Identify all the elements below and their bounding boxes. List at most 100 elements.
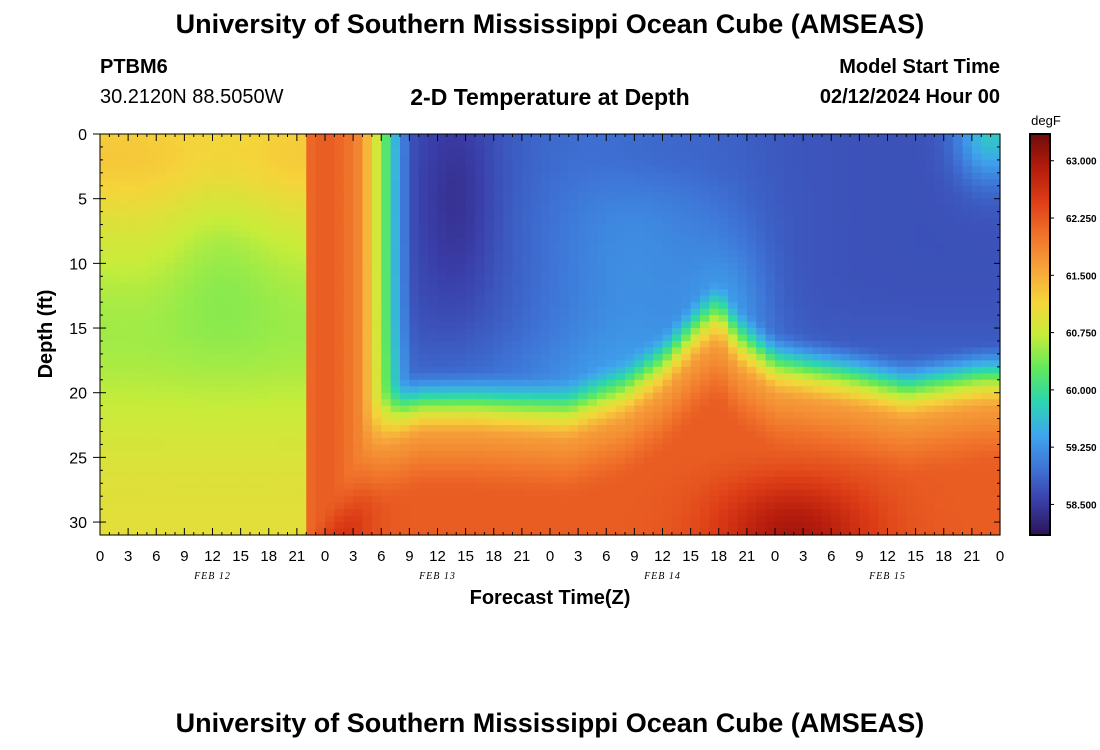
heatmap-cell <box>981 321 992 329</box>
heatmap-cell <box>503 140 514 148</box>
heatmap-cell <box>100 218 110 226</box>
heatmap-cell <box>775 224 785 232</box>
heatmap-cell <box>540 276 551 284</box>
heatmap-cell <box>325 289 335 297</box>
heatmap-cell <box>465 166 476 174</box>
heatmap-cell <box>521 276 532 284</box>
heatmap-cell <box>550 237 560 245</box>
heatmap-cell <box>681 289 692 297</box>
heatmap-cell <box>981 269 992 277</box>
heatmap-cell <box>953 373 964 381</box>
heatmap-cell <box>859 392 870 400</box>
heatmap-cell <box>578 399 589 407</box>
heatmap-cell <box>643 134 654 142</box>
heatmap-cell <box>559 166 570 174</box>
heatmap-cell <box>821 192 832 200</box>
heatmap-cell <box>690 282 701 290</box>
heatmap-cell <box>465 243 476 252</box>
heatmap-cell <box>662 431 673 439</box>
heatmap-cell <box>906 373 917 381</box>
heatmap-cell <box>943 192 954 200</box>
heatmap-cell <box>221 276 232 284</box>
heatmap-cell <box>118 269 129 277</box>
heatmap-cell <box>793 425 804 433</box>
heatmap-cell <box>165 353 176 361</box>
heatmap-cell <box>615 185 626 193</box>
heatmap-cell <box>690 146 701 155</box>
heatmap-cell <box>512 231 523 239</box>
heatmap-cell <box>821 463 832 471</box>
heatmap-cell <box>700 463 710 471</box>
heatmap-cell <box>315 256 326 264</box>
heatmap-cell <box>456 347 467 355</box>
heatmap-cell <box>925 172 935 180</box>
heatmap-cell <box>925 231 935 239</box>
heatmap-cell <box>531 405 542 413</box>
heatmap-cell <box>475 373 485 381</box>
heatmap-cell <box>287 399 298 407</box>
heatmap-cell <box>906 392 917 400</box>
heatmap-cell <box>737 328 748 336</box>
heatmap-cell <box>662 399 673 407</box>
heatmap-cell <box>784 302 795 310</box>
heatmap-cell <box>821 172 832 180</box>
heatmap-cell <box>821 185 832 193</box>
heatmap-cell <box>568 405 579 413</box>
heatmap-cell <box>437 211 448 219</box>
heatmap-cell <box>437 392 448 400</box>
heatmap-cell <box>568 295 579 303</box>
heatmap-cell <box>625 269 635 277</box>
heatmap-cell <box>784 321 795 329</box>
heatmap-cell <box>737 399 748 407</box>
heatmap-cell <box>643 308 654 316</box>
heatmap-cell <box>503 412 514 420</box>
heatmap-cell <box>306 179 317 187</box>
heatmap-cell <box>268 243 279 252</box>
heatmap-cell <box>578 282 589 290</box>
heatmap-cell <box>306 437 317 446</box>
heatmap-cell <box>887 437 898 446</box>
heatmap-cell <box>765 425 776 433</box>
heatmap-cell <box>746 386 757 394</box>
heatmap-cell <box>943 205 954 213</box>
heatmap-cell <box>156 353 167 361</box>
heatmap-cell <box>850 295 860 303</box>
heatmap-cell <box>531 172 542 180</box>
heatmap-cell <box>568 172 579 180</box>
heatmap-cell <box>643 347 654 355</box>
heatmap-cell <box>587 334 598 342</box>
heatmap-cell <box>315 224 326 232</box>
heatmap-cell <box>400 366 410 374</box>
heatmap-cell <box>325 282 335 290</box>
heatmap-cell <box>671 153 682 161</box>
heatmap-cell <box>503 185 514 193</box>
heatmap-cell <box>906 334 917 342</box>
heatmap-cell <box>137 224 148 232</box>
heatmap-cell <box>700 353 710 361</box>
heatmap-cell <box>371 315 382 323</box>
heatmap-cell <box>962 211 973 219</box>
heatmap-cell <box>718 134 729 142</box>
heatmap-cell <box>278 256 289 264</box>
heatmap-cell <box>915 295 926 303</box>
heatmap-cell <box>259 334 270 342</box>
heatmap-cell <box>896 172 907 180</box>
heatmap-cell <box>390 308 401 316</box>
heatmap-cell <box>812 256 823 264</box>
heatmap-cell <box>887 211 898 219</box>
heatmap-cell <box>418 412 429 420</box>
heatmap-cell <box>531 198 542 206</box>
heatmap-cell <box>934 418 945 426</box>
heatmap-cell <box>512 360 523 368</box>
heatmap-cell <box>231 192 242 200</box>
heatmap-cell <box>371 237 382 245</box>
heatmap-cell <box>934 463 945 471</box>
heatmap-cell <box>793 353 804 361</box>
heatmap-cell <box>934 205 945 213</box>
heatmap-cell <box>287 269 298 277</box>
heatmap-cell <box>962 295 973 303</box>
heatmap-cell <box>878 159 889 167</box>
heatmap-cell <box>484 399 495 407</box>
heatmap-cell <box>690 231 701 239</box>
heatmap-cell <box>681 308 692 316</box>
